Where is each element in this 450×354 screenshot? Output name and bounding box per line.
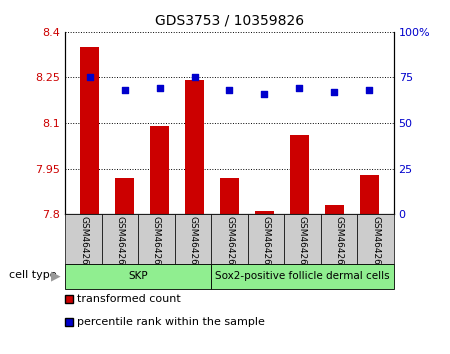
FancyBboxPatch shape xyxy=(211,264,394,289)
FancyBboxPatch shape xyxy=(65,264,211,289)
Text: GSM464267: GSM464267 xyxy=(298,216,307,270)
Text: GSM464261: GSM464261 xyxy=(79,216,88,270)
Point xyxy=(261,91,268,97)
Text: GSM464265: GSM464265 xyxy=(225,216,234,270)
Text: GSM464269: GSM464269 xyxy=(371,216,380,270)
FancyBboxPatch shape xyxy=(102,214,138,264)
Text: SKP: SKP xyxy=(128,271,148,281)
Point xyxy=(365,87,373,93)
Title: GDS3753 / 10359826: GDS3753 / 10359826 xyxy=(155,14,304,28)
FancyBboxPatch shape xyxy=(284,214,321,264)
Bar xyxy=(80,47,99,214)
Bar xyxy=(255,211,274,214)
Text: ▶: ▶ xyxy=(51,269,61,282)
Point xyxy=(296,86,303,91)
Bar xyxy=(115,178,134,214)
Point xyxy=(331,89,338,95)
FancyBboxPatch shape xyxy=(357,214,394,264)
FancyBboxPatch shape xyxy=(138,214,175,264)
Bar xyxy=(325,205,344,214)
FancyBboxPatch shape xyxy=(211,214,248,264)
Text: GSM464263: GSM464263 xyxy=(152,216,161,270)
Text: Sox2-positive follicle dermal cells: Sox2-positive follicle dermal cells xyxy=(215,271,390,281)
Bar xyxy=(185,80,204,214)
Text: GSM464264: GSM464264 xyxy=(189,216,198,270)
Bar xyxy=(150,126,169,214)
Point xyxy=(226,87,233,93)
FancyBboxPatch shape xyxy=(321,214,357,264)
Bar xyxy=(220,178,239,214)
Text: GSM464262: GSM464262 xyxy=(116,216,125,270)
Point xyxy=(121,87,128,93)
Text: percentile rank within the sample: percentile rank within the sample xyxy=(77,316,265,327)
Bar xyxy=(360,175,379,214)
Text: transformed count: transformed count xyxy=(77,293,181,304)
Text: GSM464268: GSM464268 xyxy=(334,216,343,270)
Text: GSM464266: GSM464266 xyxy=(261,216,270,270)
FancyBboxPatch shape xyxy=(65,214,102,264)
Text: cell type: cell type xyxy=(9,270,57,280)
Point xyxy=(191,75,198,80)
FancyBboxPatch shape xyxy=(175,214,211,264)
FancyBboxPatch shape xyxy=(248,214,284,264)
Point xyxy=(156,86,163,91)
Bar xyxy=(290,135,309,214)
Point xyxy=(86,75,94,80)
